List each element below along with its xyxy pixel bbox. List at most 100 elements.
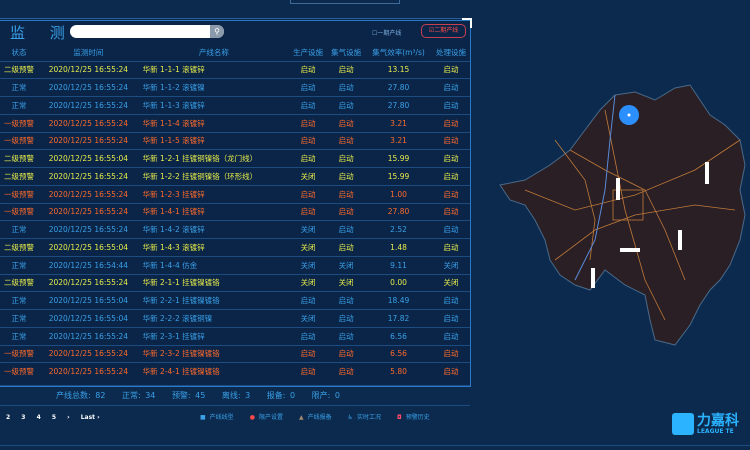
treatment-cell: 启动 bbox=[431, 167, 470, 186]
table-row[interactable]: 正常 2020/12/25 16:55:24 华新 1-4-2 滚镀锌 关闭 启动 2.5… bbox=[0, 220, 470, 239]
line-name-cell: 华新 1-1-4 滚镀锌 bbox=[138, 113, 290, 132]
efficiency-cell: 1.00 bbox=[365, 184, 432, 203]
page-title: 监 测 bbox=[10, 24, 75, 42]
column-header: 产线名称 bbox=[198, 47, 229, 57]
square-icon: ■ bbox=[200, 414, 206, 421]
table-row[interactable]: 一级预警 2020/12/25 16:55:24 华新 2-4-1 挂镀镍镀铬 启动启… bbox=[0, 362, 470, 381]
production-cell: 关闭 bbox=[289, 255, 328, 274]
efficiency-cell: 13.15 bbox=[365, 60, 432, 79]
gas-collect-cell: 启动 bbox=[327, 344, 366, 363]
gas-collect-cell: 启动 bbox=[327, 202, 366, 221]
time-cell: 2020/12/25 16:55:24 bbox=[38, 326, 139, 345]
gas-collect-cell: 关闭 bbox=[327, 255, 366, 274]
table-row[interactable]: 一级预警 2020/12/25 16:55:24 华新 2-3-2 挂镀镍镀铬 启动启… bbox=[0, 344, 470, 363]
status-cell: 一级预警 bbox=[0, 131, 39, 150]
time-cell: 2020/12/25 16:55:24 bbox=[38, 202, 139, 221]
status-cell: 正常 bbox=[0, 96, 39, 115]
gas-collect-cell: 启动 bbox=[327, 167, 366, 186]
legend: ■ 产线线型 ● 限产设置 ▲ 产线报备 ♿ 实时工况 ◘ 预警历史 bbox=[200, 412, 446, 421]
phase1-checkbox[interactable]: ☐一期产线 bbox=[372, 30, 402, 37]
table-row[interactable]: 二级预警 2020/12/25 16:55:24 华新 1-2-2 挂镀铜镍铬（环形… bbox=[0, 167, 470, 186]
production-cell: 关闭 bbox=[289, 167, 328, 186]
table-row[interactable]: 正常 2020/12/25 16:55:24 华新 1-1-3 滚镀锌 启动 启动 27.… bbox=[0, 96, 470, 115]
table-row[interactable]: 二级预警 2020/12/25 16:55:24 华新 1-1-1 滚镀锌 启动 启动 1… bbox=[0, 60, 470, 79]
search-input[interactable]: ⚲ bbox=[70, 25, 224, 38]
top-decoration bbox=[290, 0, 400, 4]
table-row[interactable]: 二级预警 2020/12/25 16:55:04 华新 1-2-1 挂镀铜镍铬（龙门… bbox=[0, 149, 470, 168]
table-row[interactable]: 正常 2020/12/25 16:54:44 华新 1-4-4 仿金 关闭 关闭 9.11… bbox=[0, 255, 470, 274]
page-3[interactable]: 3 bbox=[21, 414, 26, 421]
efficiency-cell: 9.11 bbox=[365, 255, 432, 274]
status-cell: 二级预警 bbox=[0, 238, 39, 257]
legend-item[interactable]: ● 限产设置 bbox=[250, 414, 283, 421]
legend-item[interactable]: ◘ 预警历史 bbox=[397, 414, 430, 421]
efficiency-cell: 27.80 bbox=[365, 96, 432, 115]
table-row[interactable]: 正常 2020/12/25 16:55:24 华新 1-1-2 滚镀镍 启动 启动 27.… bbox=[0, 78, 470, 97]
time-cell: 2020/12/25 16:54:44 bbox=[38, 255, 139, 274]
treatment-cell: 启动 bbox=[431, 184, 470, 203]
last-page[interactable]: Last › bbox=[80, 414, 100, 421]
production-cell: 关闭 bbox=[289, 220, 328, 239]
treatment-cell: 启动 bbox=[431, 202, 470, 221]
line-name-cell: 华新 1-4-2 滚镀锌 bbox=[138, 220, 290, 239]
table-row[interactable]: 二级预警 2020/12/25 16:55:04 华新 1-4-3 滚镀锌 关闭 启动 1… bbox=[0, 238, 470, 257]
production-cell: 启动 bbox=[289, 184, 328, 203]
efficiency-cell: 27.80 bbox=[365, 78, 432, 97]
production-cell: 启动 bbox=[289, 113, 328, 132]
time-cell: 2020/12/25 16:55:24 bbox=[38, 167, 139, 186]
company-logo: 力嘉科 LEAGUE TE bbox=[672, 413, 739, 435]
treatment-cell: 启动 bbox=[431, 238, 470, 257]
status-cell: 正常 bbox=[0, 78, 39, 97]
phase2-checkbox[interactable]: ☑二期产线 bbox=[421, 24, 466, 38]
time-cell: 2020/12/25 16:55:24 bbox=[38, 60, 139, 79]
status-cell: 二级预警 bbox=[0, 167, 39, 186]
legend-item[interactable]: ■ 产线线型 bbox=[200, 414, 234, 421]
efficiency-cell: 0.00 bbox=[365, 273, 432, 292]
production-cell: 启动 bbox=[289, 291, 328, 310]
column-header: 状态 bbox=[11, 47, 27, 57]
time-cell: 2020/12/25 16:55:24 bbox=[38, 131, 139, 150]
summary-offline: 离线: 3 bbox=[221, 391, 251, 400]
table-row[interactable]: 正常 2020/12/25 16:55:04 华新 2-2-1 挂镀镍镀铬 启动 启动 1… bbox=[0, 291, 470, 310]
next-page[interactable]: › bbox=[67, 414, 70, 421]
region-map[interactable] bbox=[495, 80, 750, 370]
table-row[interactable]: 一级预警 2020/12/25 16:55:24 华新 1-4-1 挂镀锌 启动 启动 2… bbox=[0, 202, 470, 221]
table-row[interactable]: 正常 2020/12/25 16:55:24 华新 2-3-1 挂镀锌 启动 启动 6.5… bbox=[0, 326, 470, 345]
time-cell: 2020/12/25 16:55:24 bbox=[38, 78, 139, 97]
table-row[interactable]: 二级预警 2020/12/25 16:55:24 华新 2-1-1 挂镀镍镀铬 关闭关… bbox=[0, 273, 470, 292]
gas-collect-cell: 启动 bbox=[327, 362, 366, 381]
table-row[interactable]: 一级预警 2020/12/25 16:55:24 华新 1-1-5 滚镀锌 启动 启动 3… bbox=[0, 131, 470, 150]
page-5[interactable]: 5 bbox=[51, 414, 57, 421]
efficiency-cell: 15.99 bbox=[365, 149, 432, 168]
table-row[interactable]: 一级预警 2020/12/25 16:55:24 华新 1-1-4 滚镀锌 启动 启动 3… bbox=[0, 113, 470, 132]
table-row[interactable]: 一级预警 2020/12/25 16:55:24 华新 1-2-3 挂镀锌 启动 启动 1… bbox=[0, 184, 470, 203]
line-name-cell: 华新 1-1-5 滚镀锌 bbox=[138, 131, 290, 150]
treatment-cell: 启动 bbox=[431, 309, 470, 328]
line-name-cell: 华新 2-3-1 挂镀锌 bbox=[138, 326, 290, 345]
status-cell: 正常 bbox=[0, 255, 39, 274]
time-cell: 2020/12/25 16:55:04 bbox=[38, 149, 139, 168]
divider bbox=[0, 18, 470, 19]
status-cell: 二级预警 bbox=[0, 149, 39, 168]
search-icon[interactable]: ⚲ bbox=[210, 25, 224, 38]
corner-decoration bbox=[462, 18, 472, 28]
time-cell: 2020/12/25 16:55:04 bbox=[38, 291, 139, 310]
time-cell: 2020/12/25 16:55:24 bbox=[38, 362, 139, 381]
time-cell: 2020/12/25 16:55:24 bbox=[38, 344, 139, 363]
table-row[interactable]: 正常 2020/12/25 16:55:04 华新 2-2-2 滚镀铜镍 关闭 启动 17… bbox=[0, 309, 470, 328]
page-4[interactable]: 4 bbox=[36, 414, 41, 421]
line-name-cell: 华新 1-2-1 挂镀铜镍铬（龙门线） bbox=[138, 149, 290, 168]
treatment-cell: 启动 bbox=[431, 362, 470, 381]
line-name-cell: 华新 1-1-1 滚镀锌 bbox=[138, 60, 290, 79]
gas-collect-cell: 关闭 bbox=[327, 273, 366, 292]
page-2[interactable]: 2 bbox=[6, 414, 11, 421]
alarm-icon: ◘ bbox=[397, 414, 402, 421]
pagination: 2 3 4 5 › Last › bbox=[6, 414, 109, 421]
column-header: 集气设施 bbox=[331, 47, 362, 57]
legend-item[interactable]: ▲ 产线报备 bbox=[299, 414, 332, 421]
time-cell: 2020/12/25 16:55:04 bbox=[38, 238, 139, 257]
legend-item[interactable]: ♿ 实时工况 bbox=[348, 414, 381, 421]
column-header: 处理设施 bbox=[435, 47, 466, 57]
status-cell: 正常 bbox=[0, 309, 39, 328]
gas-collect-cell: 启动 bbox=[327, 309, 366, 328]
